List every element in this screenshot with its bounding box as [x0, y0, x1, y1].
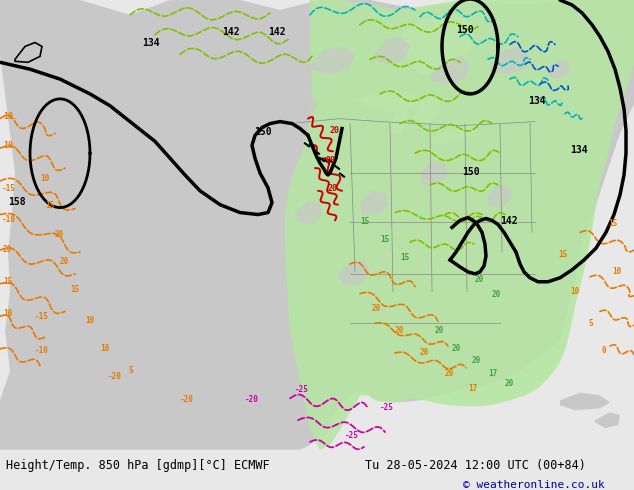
Text: 15: 15: [608, 220, 618, 228]
Polygon shape: [455, 122, 478, 138]
Text: Tu 28-05-2024 12:00 UTC (00+84): Tu 28-05-2024 12:00 UTC (00+84): [365, 459, 585, 471]
Polygon shape: [420, 161, 448, 185]
Text: © weatheronline.co.uk: © weatheronline.co.uk: [463, 480, 605, 490]
Text: 20: 20: [420, 348, 429, 357]
Polygon shape: [0, 0, 634, 450]
Text: 20: 20: [492, 290, 501, 298]
Text: 20: 20: [372, 304, 381, 314]
Text: 158: 158: [8, 196, 25, 207]
Text: 10: 10: [100, 344, 109, 353]
Polygon shape: [430, 128, 460, 146]
Text: -25: -25: [295, 386, 309, 394]
Text: 20: 20: [452, 344, 462, 353]
Text: 20: 20: [325, 156, 335, 165]
Text: -10: -10: [35, 346, 49, 355]
Polygon shape: [285, 0, 634, 450]
Text: 10.: 10.: [3, 141, 18, 150]
Text: 20: 20: [60, 257, 69, 266]
Text: 150: 150: [254, 127, 271, 137]
Text: 20: 20: [55, 230, 64, 239]
Text: 150: 150: [462, 167, 480, 177]
Text: 15: 15: [400, 253, 410, 262]
Polygon shape: [560, 392, 610, 410]
Text: 20: 20: [435, 326, 444, 335]
Polygon shape: [415, 94, 440, 123]
Text: 20: 20: [505, 379, 514, 388]
Polygon shape: [295, 201, 322, 224]
Text: 20: 20: [445, 368, 454, 378]
Text: -15: -15: [35, 312, 49, 321]
Text: 20: 20: [3, 245, 12, 254]
Text: 134: 134: [570, 145, 588, 155]
Polygon shape: [360, 191, 388, 215]
Polygon shape: [400, 15, 475, 76]
Text: 134: 134: [142, 38, 160, 49]
Polygon shape: [490, 47, 530, 74]
Text: 5: 5: [128, 366, 133, 375]
Text: 17: 17: [468, 384, 477, 392]
Text: 5: 5: [588, 319, 593, 328]
Text: 17: 17: [488, 368, 497, 378]
Text: 15: 15: [45, 200, 55, 210]
Text: 15: 15: [360, 218, 369, 226]
Polygon shape: [548, 59, 570, 79]
Text: -25: -25: [345, 431, 359, 440]
Polygon shape: [355, 89, 420, 114]
Polygon shape: [430, 56, 470, 84]
Text: 10.: 10.: [3, 112, 18, 121]
Polygon shape: [595, 412, 620, 428]
Text: 20: 20: [328, 184, 338, 193]
Text: 134: 134: [528, 96, 546, 106]
Text: 20: 20: [472, 356, 481, 365]
Polygon shape: [338, 260, 370, 286]
Text: 15: 15: [3, 277, 12, 286]
Text: 10: 10: [40, 174, 49, 183]
Text: -20: -20: [180, 395, 194, 404]
Text: 15: 15: [558, 250, 567, 259]
Text: Height/Temp. 850 hPa [gdmp][°C] ECMWF: Height/Temp. 850 hPa [gdmp][°C] ECMWF: [6, 459, 270, 471]
Text: 20: 20: [330, 126, 340, 135]
Text: 0: 0: [602, 346, 607, 355]
Text: 10: 10: [570, 287, 579, 295]
Text: 142: 142: [222, 26, 240, 37]
Text: 10: 10: [612, 267, 621, 276]
Text: 20: 20: [475, 275, 484, 284]
Polygon shape: [390, 99, 408, 133]
Text: -20: -20: [108, 371, 122, 381]
Text: -25: -25: [380, 403, 394, 412]
Text: -10: -10: [2, 216, 16, 224]
Text: 15: 15: [70, 285, 79, 294]
Text: 20: 20: [395, 326, 404, 335]
Polygon shape: [285, 94, 318, 123]
Polygon shape: [488, 185, 512, 208]
Polygon shape: [375, 37, 410, 64]
Text: 10: 10: [3, 309, 12, 318]
Text: -15: -15: [2, 184, 16, 193]
Text: 15: 15: [380, 235, 389, 244]
Text: 10: 10: [85, 316, 94, 325]
Text: 150: 150: [456, 24, 474, 35]
Text: 142: 142: [500, 217, 517, 226]
Text: -20: -20: [245, 395, 259, 404]
Text: 142: 142: [268, 26, 286, 37]
Polygon shape: [310, 47, 355, 74]
